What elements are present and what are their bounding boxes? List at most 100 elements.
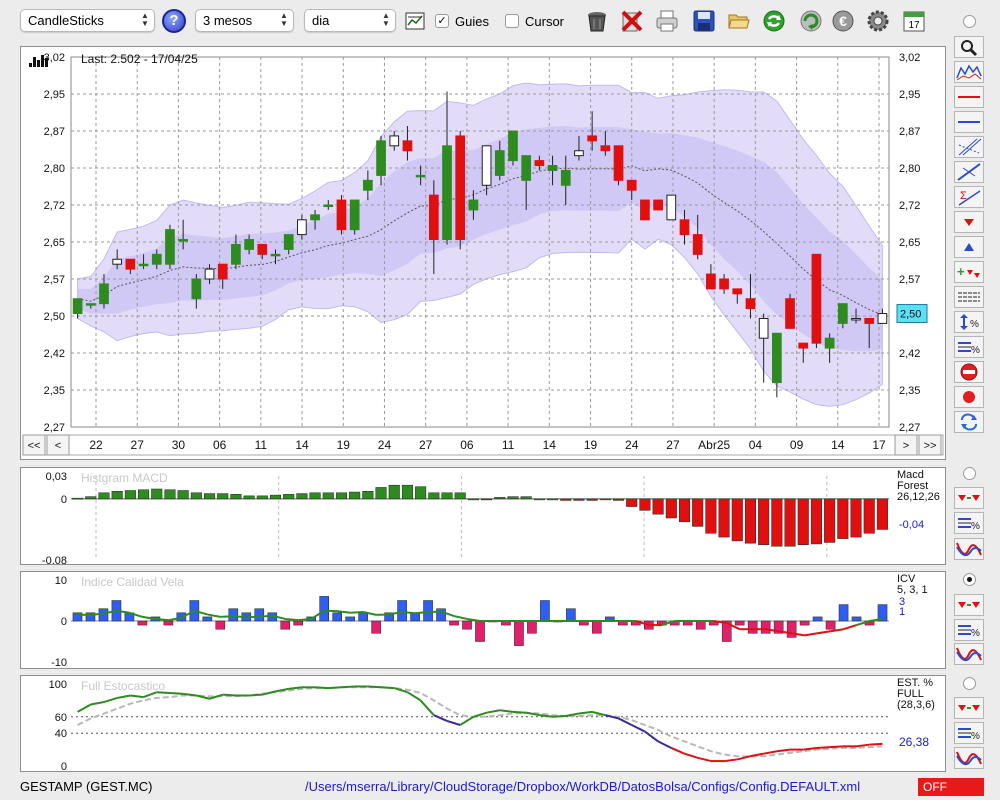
stochastic-k-segment <box>486 709 500 714</box>
delete-icon[interactable] <box>620 9 644 33</box>
y-tick-label-right: 2,87 <box>899 126 920 138</box>
stochastic-k-segment <box>406 691 422 702</box>
legend-name: EST. % <box>897 677 933 689</box>
svg-text:%: % <box>971 345 980 356</box>
macd-signals-button[interactable] <box>954 487 984 509</box>
euro-icon[interactable]: € <box>831 9 855 33</box>
macd-levels-button[interactable]: % <box>954 512 984 534</box>
icv-bar <box>137 620 148 626</box>
chart-type-select[interactable]: CandleSticks ▲ ▼ <box>20 9 155 32</box>
trash-icon[interactable] <box>585 9 609 33</box>
macd-bar <box>454 492 466 500</box>
macd-radio[interactable] <box>963 467 976 480</box>
percent-range-button[interactable]: % <box>954 311 984 333</box>
clear-drawings-button[interactable] <box>954 361 984 383</box>
swap-button[interactable] <box>954 411 984 433</box>
icv-line-segment <box>194 609 208 616</box>
stochastic-k-segment <box>459 715 474 726</box>
mode-badge[interactable]: OFF <box>918 778 984 796</box>
nav-last-button <box>918 434 942 456</box>
stochastic-signals-button[interactable] <box>954 697 984 719</box>
open-folder-icon[interactable] <box>727 9 751 33</box>
price-tag-text: 2,50 <box>900 309 921 321</box>
panel-title: Full Estocastico <box>81 679 165 693</box>
save-icon[interactable] <box>692 9 716 33</box>
x-tick-label: 11 <box>502 438 515 452</box>
candle-body <box>547 165 558 171</box>
stochastic-panel[interactable]: 100 60 40 0 Full Estocastico EST. % FULL (28,3,… <box>20 675 946 773</box>
stochastic-k-segment <box>855 743 870 748</box>
select-arrows-icon: ▲ ▼ <box>141 11 149 28</box>
icv-levels-button[interactable]: % <box>954 619 984 641</box>
calendar-icon[interactable]: 17 <box>902 9 926 33</box>
bands-icon <box>956 64 982 81</box>
stochastic-k-segment <box>816 746 830 749</box>
zoom-tool-button[interactable] <box>954 36 984 58</box>
icv-curve-button[interactable] <box>954 643 984 665</box>
macd-histogram-chart[interactable]: 0,03 0 -0,08 Histgram MACD MacdForest26,12,2… <box>21 468 945 567</box>
refresh-icon[interactable] <box>762 9 786 33</box>
percent-lines-button[interactable]: % <box>954 336 984 358</box>
channel-tool-button[interactable] <box>954 136 984 158</box>
add-signal-button[interactable]: + <box>954 261 984 283</box>
main-chart-radio[interactable] <box>963 15 976 28</box>
guides-checkbox[interactable]: ✓ <box>435 14 449 28</box>
swap-icon <box>961 413 977 431</box>
y-tick-label: 100 <box>49 679 67 691</box>
record-button[interactable] <box>954 386 984 408</box>
y-tick-label: 0 <box>61 494 67 506</box>
stochastic-chart[interactable]: 100 60 40 0 Full Estocastico EST. %FULL(28,3,… <box>21 676 945 773</box>
macd-bar <box>481 498 493 501</box>
icv-line-segment <box>843 624 857 631</box>
chart-settings-icon[interactable] <box>405 12 425 30</box>
candle-body <box>85 303 96 306</box>
icv-bar <box>773 620 784 634</box>
stochastic-curve-button[interactable] <box>954 747 984 769</box>
macd-bar <box>863 498 875 534</box>
stochastic-k-segment <box>499 709 514 713</box>
icv-line-segment <box>453 615 468 620</box>
candle-body <box>455 135 466 241</box>
macd-panel[interactable]: 0,03 0 -0,08 Histgram MACD Macd Forest 26,12,2… <box>20 467 946 567</box>
candlestick-chart[interactable]: 3,02 3,02 2,95 2,95 2,87 2,87 2,80 2,80 2,72 2,72… <box>21 47 945 459</box>
cursor-checkbox[interactable] <box>505 14 519 28</box>
icv-bar <box>254 608 265 622</box>
trendline-tool-button[interactable] <box>954 161 984 183</box>
icv-signals-button[interactable] <box>954 594 984 616</box>
x-tick-label: 11 <box>255 438 268 452</box>
icv-bar <box>462 620 472 630</box>
config-path-link[interactable]: /Users/mserra/Library/CloudStorage/Dropb… <box>305 779 861 794</box>
sell-arrow-button[interactable] <box>954 211 984 233</box>
macd-bar <box>415 486 427 500</box>
horizontal-red-line-button[interactable] <box>954 86 984 108</box>
help-button[interactable]: ? <box>162 9 186 33</box>
legend-sub: FULL <box>897 688 924 700</box>
record-icon <box>963 391 975 403</box>
icv-bar <box>319 596 329 622</box>
period-select[interactable]: 3 mesos ▲ ▼ <box>195 9 294 32</box>
horizontal-blue-line-button[interactable] <box>954 111 984 133</box>
stochastic-radio[interactable] <box>963 677 976 690</box>
sync-icon[interactable] <box>799 9 823 33</box>
grid-lines-button[interactable] <box>954 286 984 308</box>
svg-text:+: + <box>957 264 965 279</box>
macd-bar <box>401 484 413 500</box>
main-chart-panel[interactable]: 3,02 3,02 2,95 2,95 2,87 2,87 2,80 2,80 2,72 2,72… <box>20 46 946 460</box>
icv-line-segment <box>129 611 143 618</box>
interval-select[interactable]: dia ▲ ▼ <box>304 9 396 32</box>
y-tick-label-right: 2,57 <box>899 274 920 286</box>
bands-tool-button[interactable] <box>954 61 984 83</box>
buy-arrow-button[interactable] <box>954 236 984 258</box>
stochastic-k-segment <box>644 730 659 743</box>
fibonacci-tool-button[interactable]: Σ <box>954 186 984 208</box>
macd-curve-button[interactable] <box>954 538 984 560</box>
candle-body <box>877 313 888 324</box>
x-tick-label: 27 <box>666 438 680 452</box>
icv-radio[interactable] <box>963 573 976 586</box>
y-tick-label: 0 <box>61 616 67 628</box>
gear-icon[interactable] <box>866 9 890 33</box>
stochastic-levels-button[interactable]: % <box>954 722 984 744</box>
print-icon[interactable] <box>655 9 679 33</box>
